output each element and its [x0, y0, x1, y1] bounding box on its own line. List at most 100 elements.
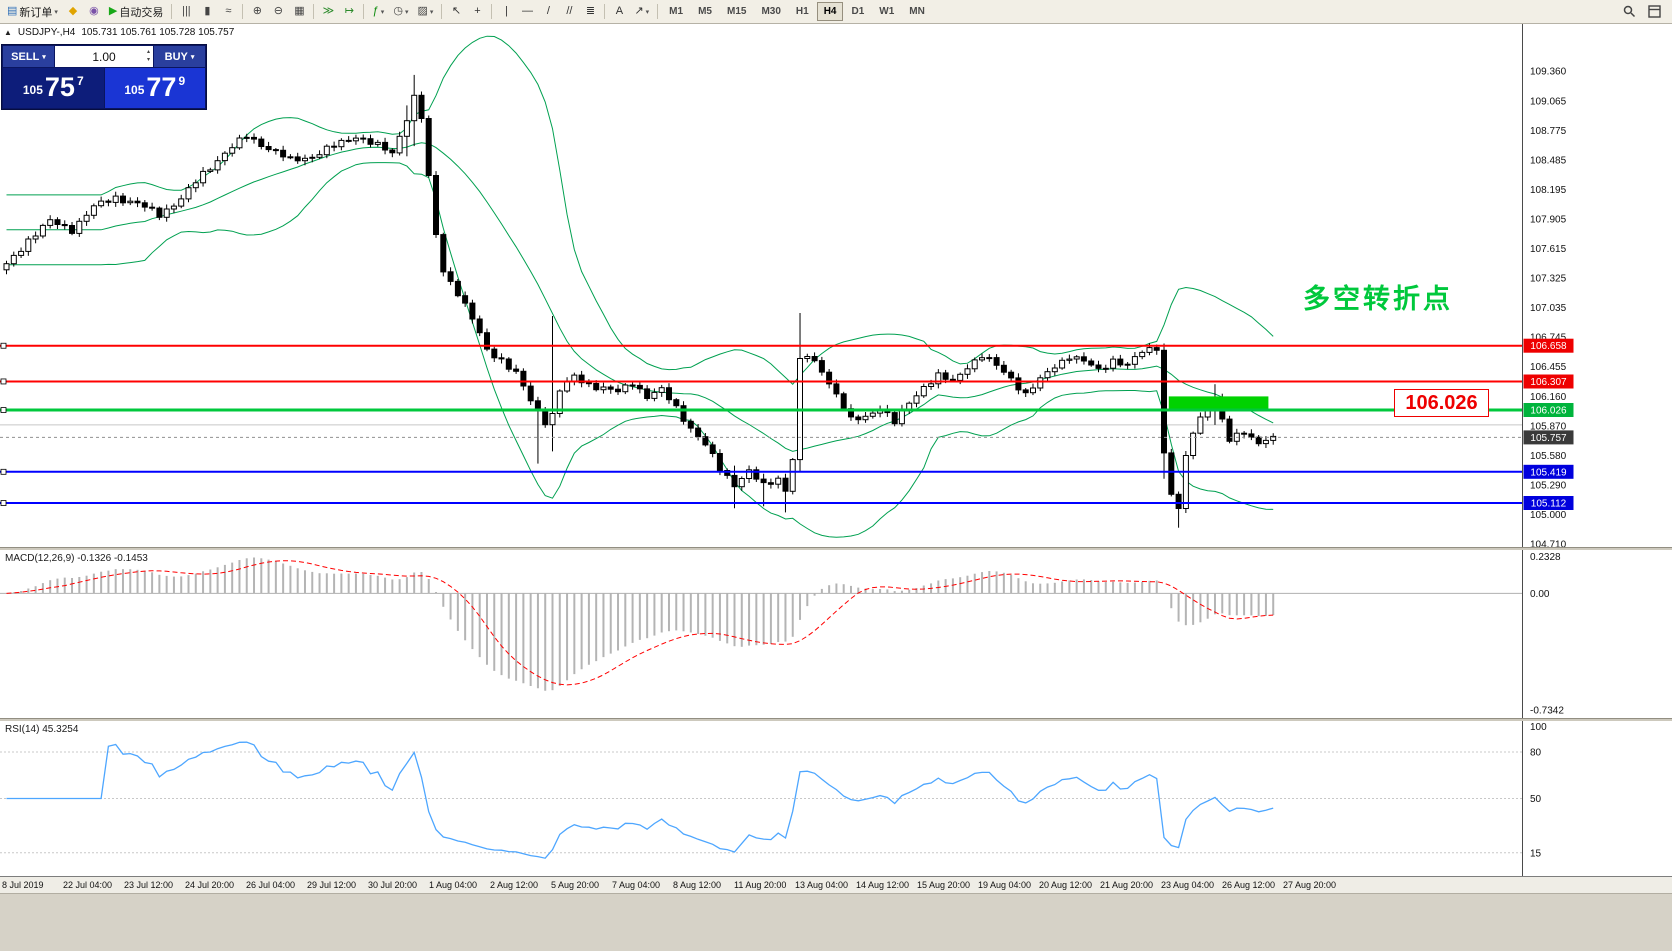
spinner-down-icon[interactable]: ▾: [146, 57, 150, 63]
auto-scroll-icon[interactable]: ≫: [318, 2, 338, 22]
sell-price-prefix: 105: [22, 83, 43, 97]
chart-annotation-text[interactable]: 多空转折点: [1303, 284, 1453, 314]
chart-shift-icon[interactable]: ↦: [339, 2, 359, 22]
crosshair-icon[interactable]: +: [467, 2, 487, 22]
price-callout-box[interactable]: 106.026: [1394, 389, 1489, 417]
arrows-tool-icon-glyph: ↗: [634, 5, 644, 17]
algo-trading-button-label: 自动交易: [119, 6, 164, 19]
templates-icon-glyph: ▨: [417, 5, 428, 17]
svg-text:105.419: 105.419: [1530, 467, 1567, 478]
svg-text:106.745: 106.745: [1530, 332, 1567, 343]
volume-value: 1.00: [92, 49, 116, 64]
bar-chart-icon[interactable]: |||: [176, 2, 196, 22]
fibonacci-icon[interactable]: ≣: [580, 2, 600, 22]
svg-text:108.195: 108.195: [1530, 185, 1567, 196]
zoom-out-icon[interactable]: ⊖: [268, 2, 288, 22]
text-tool-icon[interactable]: A: [609, 2, 629, 22]
cursor-icon[interactable]: ↖: [446, 2, 466, 22]
candle-chart-icon[interactable]: ▮: [197, 2, 217, 22]
time-label: 26 Jul 04:00: [246, 880, 296, 890]
indicators-icon[interactable]: ƒ ▾: [368, 2, 388, 22]
horizontal-line-icon[interactable]: —: [517, 2, 537, 22]
timeframe-h1[interactable]: H1: [795, 6, 809, 17]
price-axis[interactable]: 109.360 109.065 108.775 108.485 108.195 107.9…: [1522, 24, 1567, 547]
templates-icon[interactable]: ▨ ▾: [414, 2, 438, 22]
timeframe-m1[interactable]: M1: [669, 6, 684, 17]
horizontal-line-icon-glyph: —: [521, 5, 533, 17]
time-label: 14 Aug 12:00: [856, 880, 910, 890]
trendline-icon[interactable]: /: [538, 2, 558, 22]
time-label: 20 Aug 12:00: [1039, 880, 1093, 890]
main-chart[interactable]: 109.360 109.065 108.775 108.485 108.195 107.9…: [0, 24, 1672, 547]
sell-price-button[interactable]: 105 75 7: [3, 68, 104, 108]
toolbar-separator: [171, 4, 173, 19]
tile-windows-icon-glyph: ▦: [294, 5, 305, 17]
vertical-line-icon[interactable]: |: [496, 2, 516, 22]
time-label: 11 Aug 20:00: [734, 880, 787, 890]
chevron-down-icon: ▾: [54, 8, 58, 16]
volume-spinner[interactable]: ▴ ▾: [147, 48, 150, 64]
line-handle[interactable]: [0, 342, 7, 349]
panel-separator[interactable]: [0, 547, 1672, 550]
price-tag: 105.757: [1523, 430, 1574, 445]
fibonacci-icon-glyph: ≣: [585, 5, 596, 17]
line-handle[interactable]: [0, 500, 7, 506]
buy-button[interactable]: BUY ▾: [154, 46, 205, 67]
one-click-panel-toggle-icon[interactable]: ▲: [4, 28, 12, 37]
periods-icon[interactable]: ◷ ▾: [389, 2, 412, 22]
macd-panel[interactable]: 0.2328 0.00 -0.7342: [0, 550, 1672, 718]
timeframe-m30[interactable]: M30: [761, 6, 781, 17]
timeframe-h4[interactable]: H4: [816, 2, 844, 21]
new-order-button-label: 新订单: [19, 6, 53, 19]
sell-price-big: 75: [44, 72, 75, 102]
timeframe-m5[interactable]: M5: [698, 6, 712, 17]
timeframe-d1[interactable]: D1: [851, 6, 865, 17]
spinner-up-icon[interactable]: ▴: [146, 49, 150, 55]
toolbar-separator: [313, 4, 315, 19]
periods-icon-glyph: ◷: [393, 5, 403, 17]
market-icon[interactable]: ◉: [84, 2, 104, 22]
line-handle[interactable]: [0, 378, 7, 385]
line-handle[interactable]: [0, 407, 7, 413]
new-order-button[interactable]: ▤ 新订单 ▾: [3, 2, 62, 22]
zoom-in-icon[interactable]: ⊕: [247, 2, 267, 22]
time-axis[interactable]: 8 Jul 2019 22 Jul 04:00 23 Jul 12:00 24 Jul…: [0, 876, 1672, 893]
zoom-in-icon-glyph: ⊕: [252, 5, 262, 17]
window-layout-icon[interactable]: [1644, 2, 1665, 22]
price-tag: 105.419: [1523, 464, 1574, 479]
toolbar-separator: [242, 4, 244, 19]
timeframe-w1[interactable]: W1: [879, 6, 895, 17]
svg-text:107.325: 107.325: [1530, 273, 1567, 284]
trendline-icon-glyph: /: [546, 5, 550, 17]
line-handle[interactable]: [0, 468, 7, 475]
line-chart-icon[interactable]: ≈: [218, 2, 238, 22]
volume-input[interactable]: 1.00 ▴ ▾: [55, 46, 153, 67]
panel-separator[interactable]: [0, 718, 1672, 721]
time-label: 8 Aug 12:00: [673, 880, 722, 890]
search-icon[interactable]: [1619, 2, 1640, 22]
chevron-down-icon: ▾: [645, 8, 650, 16]
timeframe-mn[interactable]: MN: [909, 6, 925, 17]
rsi-panel[interactable]: 100 80 50 15: [0, 721, 1672, 876]
buy-price-sup: 9: [178, 74, 186, 88]
rsi-axis-label: 15: [1530, 848, 1542, 859]
candle-chart-icon-glyph: ▮: [204, 5, 211, 17]
svg-text:104.710: 104.710: [1530, 539, 1567, 547]
sell-button[interactable]: SELL ▾: [3, 46, 54, 67]
arrows-tool-icon[interactable]: ↗ ▾: [630, 2, 653, 22]
price-tag: 106.307: [1523, 374, 1574, 389]
svg-text:108.775: 108.775: [1530, 126, 1567, 137]
channel-icon[interactable]: //: [559, 2, 579, 22]
svg-text:105.757: 105.757: [1530, 433, 1567, 444]
channel-icon-glyph: //: [566, 5, 573, 17]
tile-windows-icon[interactable]: ▦: [289, 2, 309, 22]
time-label: 8 Jul 2019: [2, 880, 44, 890]
zoom-out-icon-glyph: ⊖: [273, 5, 283, 17]
mql5-icon[interactable]: ◆: [63, 2, 83, 22]
buy-price-button[interactable]: 105 77 9: [104, 68, 205, 108]
highlight-rectangle[interactable]: [1168, 396, 1269, 410]
chevron-down-icon: ▾: [190, 53, 195, 61]
algo-trading-button[interactable]: ▶ 自动交易: [105, 2, 167, 22]
timeframe-m15[interactable]: M15: [726, 6, 747, 17]
bar-chart-icon-glyph: |||: [182, 5, 191, 17]
